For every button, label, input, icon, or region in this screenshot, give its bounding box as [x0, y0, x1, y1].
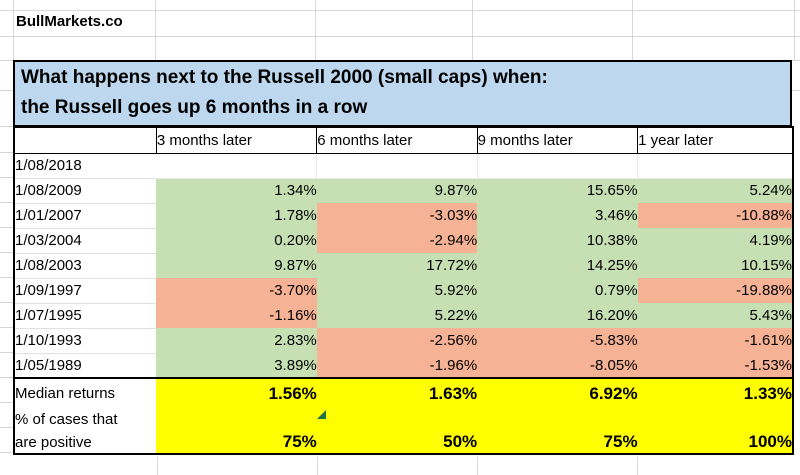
median-label-cell[interactable]: Median returns: [14, 377, 157, 408]
cell-return[interactable]: -2.94%: [316, 228, 478, 253]
cell-return[interactable]: 9.87%: [316, 178, 478, 203]
cell-return[interactable]: [637, 153, 794, 179]
cell-return[interactable]: -8.05%: [477, 353, 638, 378]
cell-return[interactable]: 16.20%: [477, 303, 638, 328]
pct-positive-row-1: % of cases that: [14, 408, 793, 431]
cell-return[interactable]: -2.56%: [316, 328, 478, 353]
cell-date[interactable]: 1/08/2009: [14, 178, 157, 204]
table-row: 1/10/1993 2.83% -2.56% -5.83% -1.61%: [14, 328, 793, 354]
title-line-2: the Russell goes up 6 months in a row: [21, 97, 368, 118]
cell-return[interactable]: 4.19%: [637, 228, 793, 253]
col-header-3mo[interactable]: 3 months later: [155, 126, 318, 154]
cell-return[interactable]: 1.34%: [156, 178, 317, 203]
median-row: Median returns 1.56% 1.63% 6.92% 1.33%: [14, 377, 793, 408]
cell-return[interactable]: 5.43%: [637, 303, 793, 328]
cell-return[interactable]: [316, 153, 478, 179]
cell-return[interactable]: 1.78%: [156, 203, 317, 228]
table-row: 1/01/2007 1.78% -3.03% 3.46% -10.88%: [14, 203, 793, 229]
cell-pct-positive[interactable]: 100%: [637, 431, 793, 454]
header-row: 3 months later 6 months later 9 months l…: [13, 126, 794, 154]
table-row: 1/08/2009 1.34% 9.87% 15.65% 5.24%: [14, 178, 793, 204]
brand-cell[interactable]: BullMarkets.co: [16, 13, 123, 30]
title-box[interactable]: What happens next to the Russell 2000 (s…: [13, 60, 792, 127]
cell-return[interactable]: -1.61%: [637, 328, 793, 353]
col-header-6mo[interactable]: 6 months later: [316, 126, 478, 154]
cell-date[interactable]: 1/09/1997: [14, 278, 157, 304]
cell-return[interactable]: -3.03%: [316, 203, 478, 228]
cell-return[interactable]: -19.88%: [637, 278, 793, 303]
cell-date[interactable]: 1/07/1995: [14, 303, 157, 329]
cell-date[interactable]: 1/01/2007: [14, 203, 157, 229]
cell-median[interactable]: 6.92%: [477, 377, 638, 408]
cell-return[interactable]: 10.38%: [477, 228, 638, 253]
cell-date[interactable]: 1/08/2003: [14, 253, 157, 279]
cell-date[interactable]: 1/03/2004: [14, 228, 157, 254]
cell-return[interactable]: [477, 153, 639, 179]
col-header-empty[interactable]: [13, 126, 157, 154]
cell-flag-icon: [317, 410, 326, 419]
cell-return[interactable]: 5.24%: [637, 178, 793, 203]
cell-return[interactable]: 9.87%: [156, 253, 317, 278]
cell-return[interactable]: -10.88%: [637, 203, 793, 228]
cell-pct-positive[interactable]: 50%: [316, 431, 478, 454]
cell-return[interactable]: 3.89%: [156, 353, 317, 378]
cell-return[interactable]: [156, 153, 318, 179]
table-row: 1/03/2004 0.20% -2.94% 10.38% 4.19%: [14, 228, 793, 254]
cell-empty-yellow[interactable]: [637, 408, 793, 431]
cell-return[interactable]: 0.79%: [477, 278, 638, 303]
table-row: 1/07/1995 -1.16% 5.22% 16.20% 5.43%: [14, 303, 793, 329]
pct-positive-label-cell[interactable]: % of cases that: [14, 408, 157, 431]
returns-table: 3 months later 6 months later 9 months l…: [13, 126, 794, 455]
cell-return[interactable]: 17.72%: [316, 253, 478, 278]
cell-median[interactable]: 1.56%: [156, 377, 317, 408]
cell-pct-positive[interactable]: 75%: [477, 431, 638, 454]
cell-return[interactable]: 5.92%: [316, 278, 478, 303]
cell-empty-yellow[interactable]: [156, 408, 317, 431]
table-row: 1/08/2018: [14, 153, 794, 179]
cell-return[interactable]: 0.20%: [156, 228, 317, 253]
cell-date[interactable]: 1/05/1989: [14, 353, 157, 379]
table-row: 1/05/1989 3.89% -1.96% -8.05% -1.53%: [14, 353, 793, 379]
cell-return[interactable]: -5.83%: [477, 328, 638, 353]
cell-empty-yellow[interactable]: [316, 408, 478, 431]
cell-return[interactable]: 2.83%: [156, 328, 317, 353]
brand-text: BullMarkets.co: [16, 13, 123, 30]
cell-return[interactable]: 14.25%: [477, 253, 638, 278]
pct-positive-row-2: are positive 75% 50% 75% 100%: [14, 431, 793, 454]
table-row: 1/08/2003 9.87% 17.72% 14.25% 10.15%: [14, 253, 793, 279]
table-row: 1/09/1997 -3.70% 5.92% 0.79% -19.88%: [14, 278, 793, 304]
cell-return[interactable]: 10.15%: [637, 253, 793, 278]
cell-return[interactable]: 5.22%: [316, 303, 478, 328]
pct-positive-label-cell[interactable]: are positive: [14, 431, 157, 454]
cell-empty-yellow[interactable]: [477, 408, 638, 431]
cell-return[interactable]: -1.16%: [156, 303, 317, 328]
col-header-9mo[interactable]: 9 months later: [476, 126, 639, 154]
col-header-1yr[interactable]: 1 year later: [637, 126, 794, 154]
cell-median[interactable]: 1.63%: [316, 377, 478, 408]
cell-return[interactable]: 15.65%: [477, 178, 638, 203]
cell-date[interactable]: 1/10/1993: [14, 328, 157, 354]
cell-date[interactable]: 1/08/2018: [14, 153, 157, 179]
cell-return[interactable]: 3.46%: [477, 203, 638, 228]
cell-pct-positive[interactable]: 75%: [156, 431, 317, 454]
cell-return[interactable]: -1.53%: [637, 353, 793, 378]
title-line-1: What happens next to the Russell 2000 (s…: [21, 67, 548, 88]
cell-median[interactable]: 1.33%: [637, 377, 793, 408]
cell-return[interactable]: -3.70%: [156, 278, 317, 303]
cell-return[interactable]: -1.96%: [316, 353, 478, 378]
